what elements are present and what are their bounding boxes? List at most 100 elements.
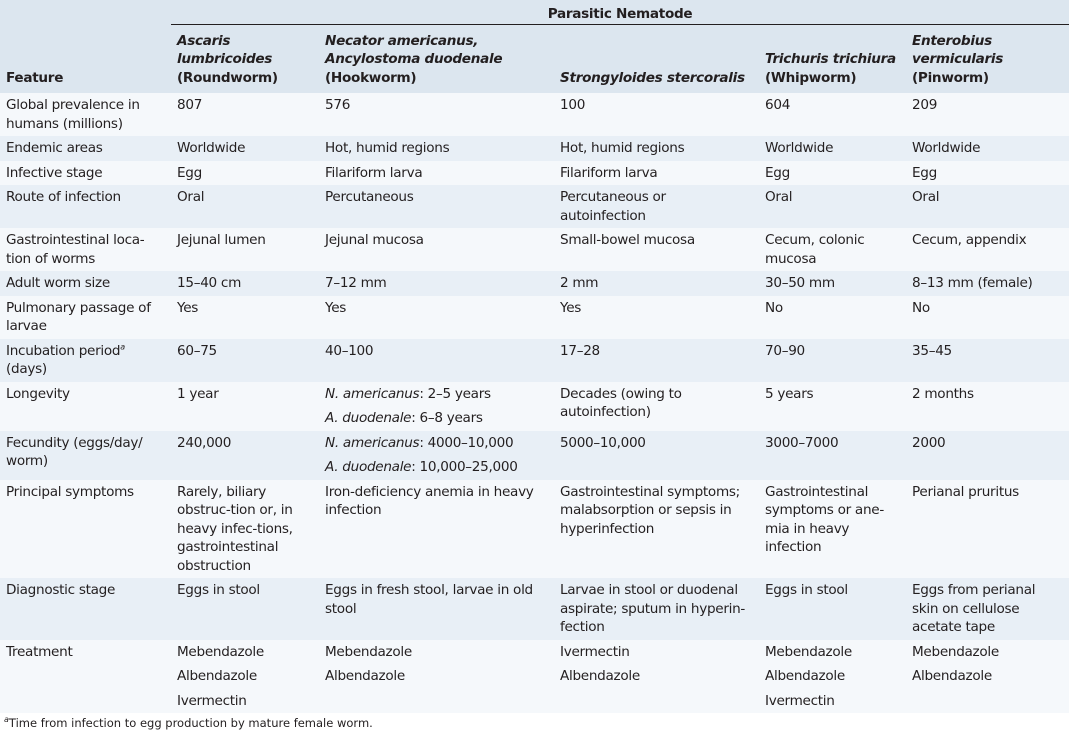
cell-line: Albendazole bbox=[765, 668, 845, 684]
value-cell: 7–12 mm bbox=[319, 271, 554, 296]
value-cell: Filariform larva bbox=[554, 161, 759, 186]
cell-line: Cecum, appendix bbox=[912, 232, 1027, 248]
value-cell: Mebendazole Albendazole bbox=[906, 640, 1069, 714]
value-cell: 60–75 bbox=[171, 339, 319, 382]
value-cell: Decades (owing to autoinfection) bbox=[554, 382, 759, 431]
cell-line: 2 months bbox=[912, 385, 974, 402]
cell-line: Albendazole bbox=[325, 668, 405, 684]
table-row: Endemic areas Worldwide Hot, humid regions… bbox=[0, 136, 1069, 161]
value-cell: Cecum, colonic mucosa bbox=[759, 228, 906, 271]
cell-line: Cecum, colonic mucosa bbox=[765, 232, 865, 267]
table-row: Treatment Mebendazole Albendazole Ivermecti… bbox=[0, 639, 1069, 714]
cell-line: 35–45 bbox=[912, 342, 952, 359]
value-cell: Cecum, appendix bbox=[906, 228, 1069, 271]
feature-label: Route of infection bbox=[6, 189, 121, 205]
value-cell: 2 mm bbox=[554, 271, 759, 296]
value-cell: Hot, humid regions bbox=[554, 136, 759, 161]
cell-line: 40–100 bbox=[325, 342, 374, 359]
table-row: Route of infection Oral Percutaneous Percut… bbox=[0, 185, 1069, 228]
feature-cell: Longevity bbox=[0, 382, 171, 431]
cell-line: 15–40 cm bbox=[177, 275, 242, 291]
cell-line: Filariform larva bbox=[560, 164, 658, 181]
nematode-comparison-table: Parasitic Nematode Feature Ascaris lumbri… bbox=[0, 0, 1069, 714]
common-name: (Hookworm) bbox=[325, 69, 417, 86]
value-cell: Perianal pruritus bbox=[906, 480, 1069, 579]
value-cell: Jejunal mucosa bbox=[319, 228, 554, 271]
cell-line: N. americanus: 2–5 years bbox=[325, 385, 491, 402]
cell-line: 2000 bbox=[912, 434, 946, 451]
table-row: Fecundity (eggs/day/ worm) 240,000 N. amer… bbox=[0, 430, 1069, 480]
cell-line: No bbox=[912, 299, 930, 316]
footnote-mark: a bbox=[120, 341, 125, 351]
cell-line: Albendazole bbox=[177, 668, 257, 684]
cell-line: Mebendazole bbox=[177, 643, 264, 660]
value-cell: Larvae in stool or duodenal aspirate; sp… bbox=[554, 578, 759, 640]
cell-line: Mebendazole bbox=[325, 643, 412, 660]
value-cell: N. americanus: 2–5 years A. duodenale: 6–… bbox=[319, 382, 554, 431]
cell-line: 17–28 bbox=[560, 342, 600, 359]
cell-line: Mebendazole bbox=[912, 643, 999, 660]
cell-line: 30–50 mm bbox=[765, 275, 835, 291]
cell-line: Iron-deficiency anemia in heavy infectio… bbox=[325, 483, 534, 519]
value-cell: Oral bbox=[759, 185, 906, 228]
cell-line: 3000–7000 bbox=[765, 434, 839, 451]
cell-line: Percutaneous bbox=[325, 189, 414, 205]
feature-cell: Fecundity (eggs/day/ worm) bbox=[0, 431, 171, 480]
group-header-row: Parasitic Nematode bbox=[0, 0, 1069, 29]
feature-label: Diagnostic stage bbox=[6, 582, 116, 598]
feature-cell: Route of infection bbox=[0, 185, 171, 228]
value-cell: 40–100 bbox=[319, 339, 554, 382]
feature-label: Fecundity (eggs/day/ worm) bbox=[6, 434, 143, 470]
cell-line: Egg bbox=[765, 164, 790, 181]
cell-line: Ivermectin bbox=[560, 643, 630, 660]
value-cell: Worldwide bbox=[171, 136, 319, 161]
table-row: Longevity 1 year N. americanus: 2–5 years A… bbox=[0, 381, 1069, 431]
feature-label: Pulmonary passage of larvae bbox=[6, 299, 151, 335]
cell-line: 807 bbox=[177, 97, 203, 113]
species-name: Enterobius vermicularis bbox=[912, 32, 1004, 68]
cell-line: Gastrointestinal symptoms or ane-mia in … bbox=[765, 483, 884, 556]
value-cell: N. americanus: 4000–10,000 A. duodenale: … bbox=[319, 431, 554, 480]
feature-label: Endemic areas bbox=[6, 140, 103, 156]
value-cell: Rarely, biliary obstruc-tion or, in heav… bbox=[171, 480, 319, 579]
table-row: Infective stage Egg Filariform larva Filari… bbox=[0, 160, 1069, 186]
cell-line: Eggs in stool bbox=[765, 582, 848, 598]
cell-line: 7–12 mm bbox=[325, 275, 387, 291]
feature-label: Longevity bbox=[6, 385, 70, 402]
species-name: Strongyloides stercoralis bbox=[560, 69, 745, 86]
feature-cell: Gastrointestinal loca-tion of worms bbox=[0, 228, 171, 271]
feature-cell: Endemic areas bbox=[0, 136, 171, 161]
cell-line: Gastrointestinal symptoms; malabsorption… bbox=[560, 483, 740, 537]
value-cell: Eggs from perianal skin on cellulose ace… bbox=[906, 578, 1069, 640]
cell-line: 100 bbox=[560, 97, 586, 113]
cell-line: Oral bbox=[177, 189, 205, 205]
feature-cell: Diagnostic stage bbox=[0, 578, 171, 640]
value-cell: 15–40 cm bbox=[171, 271, 319, 296]
value-cell: 5 years bbox=[759, 382, 906, 431]
cell-line: No bbox=[765, 299, 783, 316]
value-cell: Eggs in fresh stool, larvae in old stool bbox=[319, 578, 554, 640]
common-name: (Whipworm) bbox=[765, 69, 857, 86]
value-cell: Gastrointestinal symptoms; malabsorption… bbox=[554, 480, 759, 579]
cell-line: Decades (owing to autoinfection) bbox=[560, 385, 682, 421]
species-name: Trichuris trichiura bbox=[765, 51, 896, 67]
table-row: Global prevalence in humans (millions) 80… bbox=[0, 93, 1069, 136]
cell-line: Egg bbox=[177, 164, 202, 181]
value-cell: 209 bbox=[906, 93, 1069, 136]
table-row: Adult worm size 15–40 cm 7–12 mm 2 mm 30–50 … bbox=[0, 271, 1069, 296]
value-cell: 8–13 mm (female) bbox=[906, 271, 1069, 296]
cell-line: Worldwide bbox=[765, 140, 834, 156]
feature-label: Gastrointestinal loca-tion of worms bbox=[6, 232, 145, 267]
cell-line: Oral bbox=[765, 189, 793, 205]
cell-line: 2 mm bbox=[560, 275, 599, 291]
cell-line: 5 years bbox=[765, 385, 814, 402]
value-cell: 2000 bbox=[906, 431, 1069, 480]
cell-line: Yes bbox=[325, 299, 347, 316]
table-row: Incubation perioda (days) 60–75 40–100 17–28… bbox=[0, 338, 1069, 382]
feature-label: Principal symptoms bbox=[6, 483, 134, 500]
value-cell: Egg bbox=[759, 161, 906, 186]
cell-line: Hot, humid regions bbox=[560, 140, 685, 156]
value-cell: Mebendazole Albendazole bbox=[319, 640, 554, 714]
value-cell: Oral bbox=[906, 185, 1069, 228]
value-cell: Gastrointestinal symptoms or ane-mia in … bbox=[759, 480, 906, 579]
